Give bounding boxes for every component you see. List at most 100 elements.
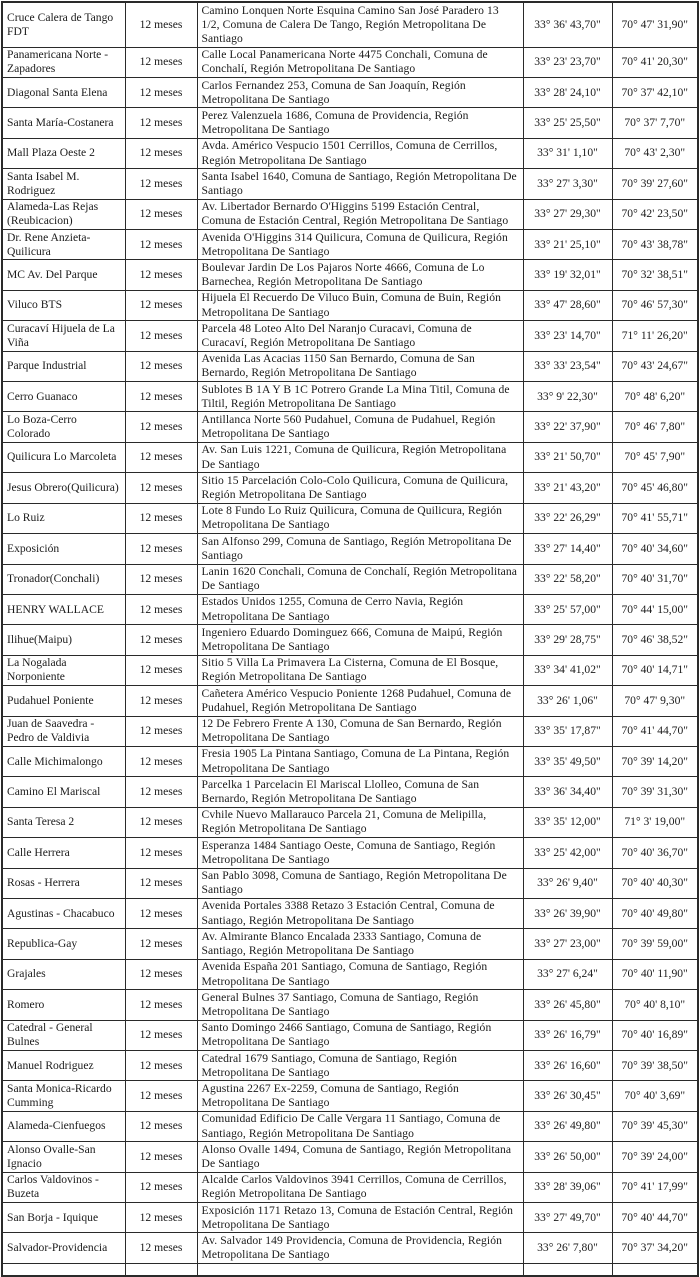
station-name-cell: Juan de Saavedra - Pedro de Valdivia [1, 715, 126, 747]
address-cell: Exposición 1171 Retazo 13, Comuna de Est… [196, 1202, 524, 1234]
address-cell: Avenida España 201 Santiago, Comuna de S… [196, 958, 524, 991]
table-row: Mall Plaza Oeste 2 12 meses Avda. Améric… [1, 137, 699, 170]
latitude-cell: 33° 26' 50,00" [522, 1141, 613, 1173]
longitude-cell: 70° 40' 3,69" [611, 1080, 699, 1112]
longitude-cell: 70° 41' 55,71" [611, 502, 699, 535]
table-row: La Nogalada Norponiente 12 meses Sitio 5… [1, 654, 699, 687]
table-row: San Borja - Iquique 12 meses Exposición … [1, 1202, 699, 1234]
longitude-cell: 70° 43' 24,67" [611, 350, 699, 383]
longitude-cell: 70° 39' 59,00" [611, 928, 699, 960]
latitude-cell: 33° 34' 41,02" [522, 654, 613, 687]
table-row: Calle Michimalongo 12 meses Fresia 1905 … [1, 745, 699, 778]
latitude-cell: 33° 21' 43,20" [522, 472, 613, 504]
duration-cell: 12 meses [124, 1050, 198, 1082]
address-cell: Santa Isabel 1640, Comuna de Santiago, R… [196, 168, 524, 200]
station-name-cell: La Nogalada Norponiente [1, 654, 126, 687]
station-name-cell: Salvador-Providencia [1, 1232, 126, 1264]
address-cell: Esperanza 1484 Santiago Oeste, Comuna de… [196, 837, 524, 869]
duration-cell: 12 meses [124, 715, 198, 747]
table-row: Romero 12 meses General Bulnes 37 Santia… [1, 989, 699, 1021]
longitude-cell: 70° 40' 16,89" [611, 1019, 699, 1052]
latitude-cell: 33° 25' 42,00" [522, 837, 613, 869]
duration-cell: 12 meses [124, 989, 198, 1021]
duration-cell: 12 meses [124, 381, 198, 413]
address-cell: Fresia 1905 La Pintana Santiago, Comuna … [196, 745, 524, 778]
address-cell: Alcalde Carlos Valdovinos 3941 Cerrillos… [196, 1171, 524, 1204]
longitude-cell: 70° 42' 23,50" [611, 198, 699, 231]
latitude-cell: 33° 26' 1,06" [522, 685, 613, 717]
duration-cell: 12 meses [124, 441, 198, 474]
longitude-cell: 70° 40' 49,80" [611, 897, 699, 930]
station-name-cell: Mall Plaza Oeste 2 [1, 137, 126, 170]
station-name-cell: Alameda-Las Rejas (Reubicacion) [1, 198, 126, 231]
latitude-cell: 33° 19' 32,01" [522, 259, 613, 291]
longitude-cell: 70° 39' 24,00" [611, 1141, 699, 1173]
latitude-cell: 33° 26' 7,80" [522, 1232, 613, 1264]
longitude-cell: 70° 45' 7,90" [611, 441, 699, 474]
table-row: Tronador(Conchali) 12 meses Lanin 1620 C… [1, 563, 699, 595]
latitude-cell: 33° 28' 24,10" [522, 77, 613, 109]
longitude-cell: 70° 45' 46,80" [611, 472, 699, 504]
station-name-cell: Rosas - Herrera [1, 867, 126, 899]
station-name-cell: Exposición [1, 533, 126, 565]
table-row: Panamericana Norte - Zapadores 12 meses … [1, 46, 699, 79]
longitude-cell: 70° 41' 44,70" [611, 715, 699, 747]
station-name-cell: Ilihue(Maipu) [1, 624, 126, 656]
latitude-cell: 33° 36' 43,70" [522, 1, 613, 48]
longitude-cell: 70° 39' 27,60" [611, 168, 699, 200]
table-row: Camino El Mariscal 12 meses Parcelka 1 P… [1, 776, 699, 808]
station-name-cell: Agustinas - Chacabuco [1, 897, 126, 930]
longitude-cell: 70° 39' 14,20" [611, 745, 699, 778]
station-name-cell: Lo Boza-Cerro Colorado [1, 411, 126, 443]
station-name-cell: Romero [1, 989, 126, 1021]
table-row: Exposición 12 meses San Alfonso 299, Com… [1, 533, 699, 565]
latitude-cell: 33° 27' 29,30" [522, 198, 613, 231]
longitude-cell: 70° 46' 57,30" [611, 289, 699, 322]
address-cell: 12 De Febrero Frente A 130, Comuna de Sa… [196, 715, 524, 747]
longitude-cell: 70° 40' 44,70" [611, 1202, 699, 1234]
duration-cell: 12 meses [124, 77, 198, 109]
table-row: Alonso Ovalle-San Ignacio 12 meses Alons… [1, 1141, 699, 1173]
address-cell: Boulevar Jardin De Los Pajaros Norte 466… [196, 259, 524, 291]
address-cell: San Pablo 3098, Comuna de Santiago, Regi… [196, 867, 524, 899]
address-cell: Antillanca Norte 560 Pudahuel, Comuna de… [196, 411, 524, 443]
longitude-cell: 70° 39' 45,30" [611, 1110, 699, 1143]
table-row: Grajales 12 meses Avenida España 201 San… [1, 958, 699, 991]
longitude-cell [611, 1262, 699, 1276]
latitude-cell: 33° 22' 37,90" [522, 411, 613, 443]
table-row: Parque Industrial 12 meses Avenida Las A… [1, 350, 699, 383]
table-row: Alameda-Las Rejas (Reubicacion) 12 meses… [1, 198, 699, 231]
address-cell: Santo Domingo 2466 Santiago, Comuna de S… [196, 1019, 524, 1052]
longitude-cell: 70° 40' 8,10" [611, 989, 699, 1021]
duration-cell: 12 meses [124, 897, 198, 930]
longitude-cell: 70° 40' 40,30" [611, 867, 699, 899]
station-name-cell: Santa Isabel M. Rodriguez [1, 168, 126, 200]
duration-cell: 12 meses [124, 350, 198, 383]
duration-cell: 12 meses [124, 320, 198, 352]
longitude-cell: 70° 40' 11,90" [611, 958, 699, 991]
station-name-cell: Santa Monica-Ricardo Cumming [1, 1080, 126, 1112]
station-name-cell: Republica-Gay [1, 928, 126, 960]
table-row: Carlos Valdovinos - Buzeta 12 meses Alca… [1, 1171, 699, 1204]
table-row: Santa Teresa 2 12 meses Cvhile Nuevo Mal… [1, 806, 699, 839]
station-name-cell: Camino El Mariscal [1, 776, 126, 808]
duration-cell [124, 1262, 198, 1276]
duration-cell: 12 meses [124, 229, 198, 261]
station-name-cell: Dr. Rene Anzieta-Quilicura [1, 229, 126, 261]
address-cell: Estados Unidos 1255, Comuna de Cerro Nav… [196, 593, 524, 626]
address-cell: Lote 8 Fundo Lo Ruiz Quilicura, Comuna d… [196, 502, 524, 535]
longitude-cell: 70° 48' 6,20" [611, 381, 699, 413]
station-name-cell: Cruce Calera de Tango FDT [1, 1, 126, 48]
latitude-cell: 33° 47' 28,60" [522, 289, 613, 322]
latitude-cell: 33° 35' 12,00" [522, 806, 613, 839]
address-cell: Sitio 15 Parcelación Colo-Colo Quilicura… [196, 472, 524, 504]
address-cell [196, 1262, 524, 1276]
latitude-cell: 33° 26' 9,40" [522, 867, 613, 899]
table-row: Cruce Calera de Tango FDT 12 meses Camin… [1, 1, 699, 48]
latitude-cell: 33° 27' 49,70" [522, 1202, 613, 1234]
address-cell: Alonso Ovalle 1494, Comuna de Santiago, … [196, 1141, 524, 1173]
duration-cell: 12 meses [124, 198, 198, 231]
address-cell: Carlos Fernandez 253, Comuna de San Joaq… [196, 77, 524, 109]
station-name-cell: Calle Herrera [1, 837, 126, 869]
duration-cell: 12 meses [124, 654, 198, 687]
